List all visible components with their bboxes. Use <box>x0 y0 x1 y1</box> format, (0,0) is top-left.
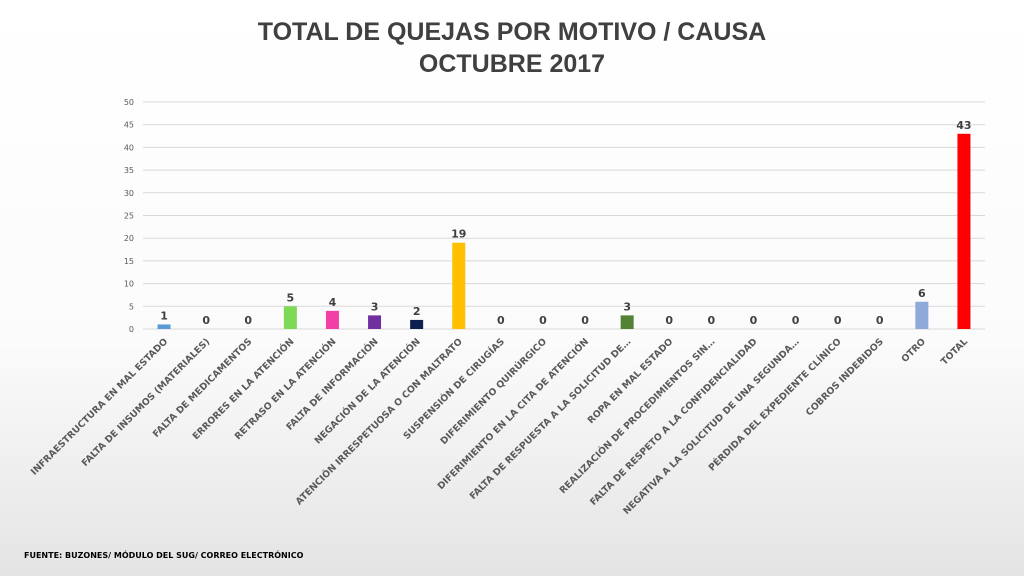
data-label: 0 <box>834 314 842 327</box>
data-label: 0 <box>876 314 884 327</box>
category-label: DIFERIMIENTO EN LA CITA DE ATENCIÓN <box>435 336 591 492</box>
y-tick-label: 20 <box>124 234 134 243</box>
bar <box>283 306 297 329</box>
bar <box>620 315 634 329</box>
y-tick-label: 0 <box>129 325 134 334</box>
data-label: 5 <box>287 291 295 304</box>
data-label: 4 <box>329 296 337 309</box>
bar <box>325 310 339 329</box>
y-tick-label: 45 <box>124 121 134 130</box>
data-label: 43 <box>956 119 971 132</box>
y-tick-label: 25 <box>124 212 134 221</box>
y-tick-label: 10 <box>124 280 134 289</box>
bar <box>452 242 466 329</box>
bar <box>157 324 171 329</box>
data-label: 19 <box>451 228 466 241</box>
data-label: 0 <box>581 314 589 327</box>
bar <box>410 319 424 329</box>
category-label: REALIZACIÓN DE PROCEDIMIENTOS SIN… <box>557 336 718 497</box>
data-label: 0 <box>497 314 505 327</box>
data-label: 3 <box>371 300 379 313</box>
data-label: 0 <box>244 314 252 327</box>
data-label: 1 <box>160 309 168 322</box>
data-label: 0 <box>750 314 758 327</box>
data-label: 0 <box>539 314 547 327</box>
category-label: TOTAL <box>939 336 970 367</box>
category-label: ROPA EN MAL ESTADO <box>586 336 676 426</box>
data-label: 2 <box>413 305 421 318</box>
y-tick-label: 15 <box>124 257 134 266</box>
data-label: 0 <box>202 314 210 327</box>
y-tick-label: 30 <box>124 189 134 198</box>
data-label: 0 <box>665 314 673 327</box>
data-label: 3 <box>623 300 631 313</box>
y-tick-label: 35 <box>124 166 134 175</box>
y-tick-label: 50 <box>124 98 134 107</box>
bar <box>915 301 929 329</box>
y-tick-label: 40 <box>124 143 134 152</box>
bar <box>957 133 971 329</box>
source-footnote: FUENTE: BUZONES/ MÓDULO DEL SUG/ CORREO … <box>24 551 304 560</box>
category-label: COBROS INDEBIDOS <box>804 336 886 418</box>
chart-title: TOTAL DE QUEJAS POR MOTIVO / CAUSA <box>257 18 767 46</box>
chart-subtitle: OCTUBRE 2017 <box>418 50 606 78</box>
category-label: FALTA DE RESPUESTA A LA SOLICITUD DE… <box>468 336 634 502</box>
category-label: OTRO <box>899 336 928 365</box>
data-label: 0 <box>708 314 716 327</box>
data-label: 6 <box>918 287 926 300</box>
data-label: 0 <box>792 314 800 327</box>
bar <box>368 315 382 329</box>
y-tick-label: 5 <box>129 302 134 311</box>
